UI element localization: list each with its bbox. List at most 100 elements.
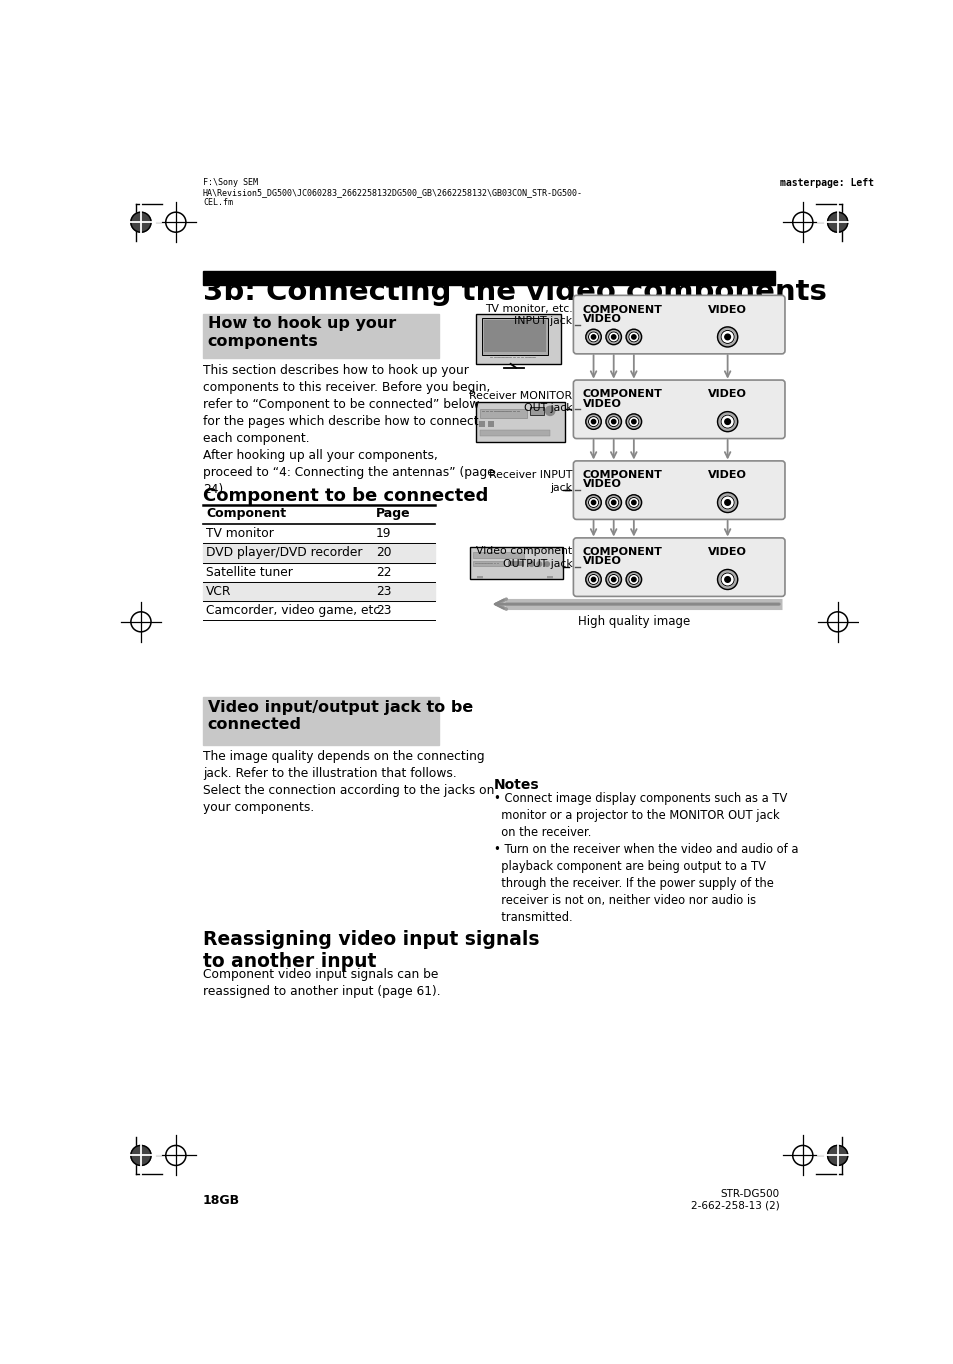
Circle shape	[628, 498, 639, 507]
Text: F:\Sony SEM
HA\Revision5_DG500\JC060283_2662258132DG500_GB\2662258132\GB03CON_ST: F:\Sony SEM HA\Revision5_DG500\JC060283_…	[203, 177, 582, 207]
Circle shape	[585, 495, 600, 510]
FancyBboxPatch shape	[573, 296, 784, 353]
Circle shape	[724, 419, 730, 424]
Circle shape	[605, 495, 620, 510]
Circle shape	[625, 329, 641, 345]
Text: • Connect image display components such as a TV
  monitor or a projector to the : • Connect image display components such …	[493, 792, 798, 923]
Circle shape	[631, 501, 636, 505]
Circle shape	[545, 406, 555, 416]
Circle shape	[591, 334, 595, 340]
Text: Camcorder, video game, etc.: Camcorder, video game, etc.	[206, 604, 384, 617]
Circle shape	[717, 492, 737, 513]
Circle shape	[724, 334, 730, 340]
Circle shape	[625, 413, 641, 430]
Text: VIDEO: VIDEO	[707, 471, 746, 480]
Bar	[480, 430, 550, 436]
Bar	[203, 314, 439, 359]
Bar	[488, 421, 494, 427]
Circle shape	[625, 572, 641, 587]
Text: Satellite tuner: Satellite tuner	[206, 566, 293, 578]
Text: Video input/output jack to be
connected: Video input/output jack to be connected	[208, 700, 473, 732]
Bar	[476, 314, 560, 364]
Text: 18GB: 18GB	[203, 1194, 240, 1207]
Text: 20: 20	[375, 547, 391, 559]
Bar	[478, 421, 484, 427]
FancyBboxPatch shape	[573, 381, 784, 439]
Circle shape	[724, 499, 730, 505]
Text: VIDEO: VIDEO	[582, 314, 621, 323]
Circle shape	[591, 501, 595, 505]
Bar	[473, 552, 523, 558]
Text: Video component
OUTPUT jack: Video component OUTPUT jack	[476, 547, 572, 569]
Text: This section describes how to hook up your
components to this receiver. Before y: This section describes how to hook up yo…	[203, 364, 495, 496]
Circle shape	[605, 572, 620, 587]
Circle shape	[631, 577, 636, 581]
Text: COMPONENT: COMPONENT	[582, 389, 662, 400]
Circle shape	[608, 498, 618, 507]
Circle shape	[588, 331, 598, 342]
Circle shape	[544, 562, 549, 566]
Circle shape	[529, 562, 534, 566]
Text: VIDEO: VIDEO	[707, 389, 746, 400]
Bar	[476, 402, 564, 442]
Text: 3b: Connecting the video components: 3b: Connecting the video components	[203, 278, 826, 306]
Text: 23: 23	[375, 604, 391, 617]
Text: Receiver MONITOR
OUT jack: Receiver MONITOR OUT jack	[469, 391, 572, 413]
Circle shape	[717, 570, 737, 589]
Circle shape	[588, 416, 598, 427]
Circle shape	[588, 498, 598, 507]
Circle shape	[585, 413, 600, 430]
Bar	[203, 271, 774, 285]
Text: Component: Component	[206, 507, 286, 520]
Circle shape	[720, 496, 734, 509]
Circle shape	[131, 213, 151, 232]
Circle shape	[717, 412, 737, 431]
Circle shape	[608, 331, 618, 342]
Text: COMPONENT: COMPONENT	[582, 304, 662, 315]
Text: 19: 19	[375, 527, 391, 540]
Circle shape	[611, 501, 616, 505]
Circle shape	[827, 213, 847, 232]
Circle shape	[827, 1146, 847, 1165]
Text: Component to be connected: Component to be connected	[203, 487, 488, 505]
Circle shape	[585, 572, 600, 587]
Circle shape	[131, 1146, 151, 1165]
Text: STR-DG500
2-662-258-13 (2): STR-DG500 2-662-258-13 (2)	[690, 1189, 779, 1211]
Text: VIDEO: VIDEO	[582, 398, 621, 409]
Text: VIDEO: VIDEO	[582, 479, 621, 490]
Circle shape	[720, 415, 734, 428]
Text: Component video input signals can be
reassigned to another input (page 61).: Component video input signals can be rea…	[203, 967, 440, 997]
Text: VCR: VCR	[206, 585, 232, 597]
Bar	[484, 321, 545, 352]
Circle shape	[625, 495, 641, 510]
Circle shape	[628, 416, 639, 427]
Text: 23: 23	[375, 585, 391, 597]
Circle shape	[611, 577, 616, 581]
Bar	[203, 543, 435, 562]
Circle shape	[585, 329, 600, 345]
Text: VIDEO: VIDEO	[707, 304, 746, 315]
Circle shape	[605, 329, 620, 345]
Circle shape	[605, 413, 620, 430]
Text: 22: 22	[375, 566, 391, 578]
Circle shape	[608, 416, 618, 427]
Text: High quality image: High quality image	[578, 615, 690, 627]
Bar	[530, 406, 543, 415]
Text: VIDEO: VIDEO	[707, 547, 746, 557]
Text: Page: Page	[375, 507, 410, 520]
Circle shape	[720, 573, 734, 587]
Bar	[203, 582, 435, 602]
Circle shape	[537, 562, 541, 566]
Text: COMPONENT: COMPONENT	[582, 547, 662, 557]
FancyBboxPatch shape	[573, 461, 784, 520]
Circle shape	[724, 577, 730, 582]
Circle shape	[628, 574, 639, 585]
Circle shape	[631, 420, 636, 424]
Text: COMPONENT: COMPONENT	[582, 471, 662, 480]
Circle shape	[611, 420, 616, 424]
Text: masterpage: Left: masterpage: Left	[779, 177, 873, 187]
Text: TV monitor: TV monitor	[206, 527, 274, 540]
Circle shape	[588, 574, 598, 585]
Text: How to hook up your
components: How to hook up your components	[208, 316, 395, 349]
Bar	[481, 318, 547, 355]
